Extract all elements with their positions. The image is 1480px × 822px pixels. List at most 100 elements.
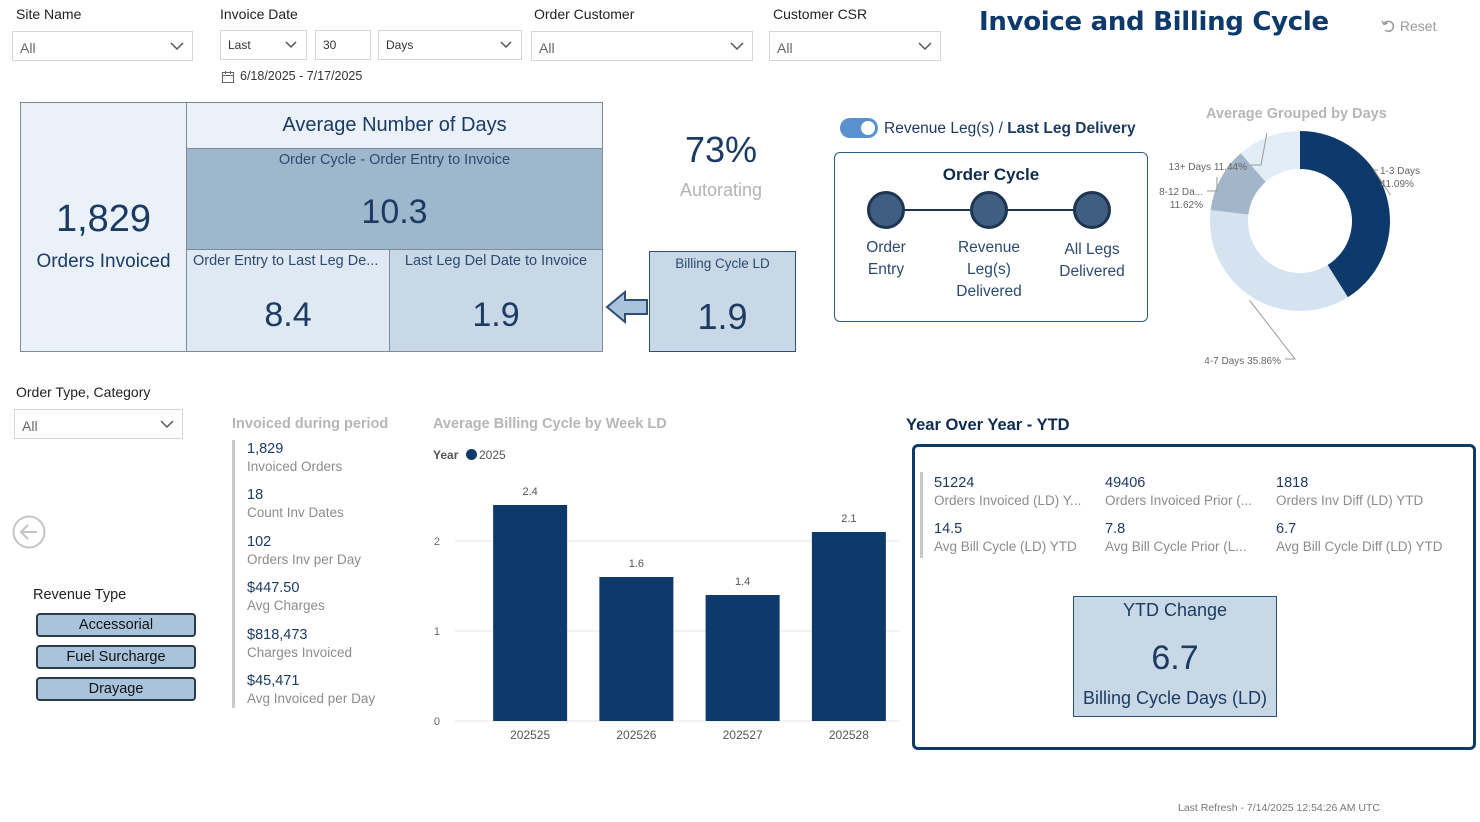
- revenue-leg-toggle[interactable]: [840, 118, 878, 138]
- donut-title: Average Grouped by Days: [1206, 106, 1387, 122]
- customer-csr-label: Customer CSR: [773, 6, 868, 22]
- stat-item: 102 Orders Inv per Day: [247, 534, 427, 580]
- stat-item: $447.50 Avg Charges: [247, 580, 427, 626]
- toggle-label-left: Revenue Leg(s) /: [884, 120, 1003, 137]
- order-type-dropdown[interactable]: All: [14, 409, 183, 439]
- y-tick-label: 2: [434, 536, 440, 548]
- orders-invoiced-value: 1,829: [55, 198, 152, 240]
- toggle-label-right: Last Leg Delivery: [1007, 120, 1136, 137]
- invoiced-period-title: Invoiced during period: [232, 416, 389, 432]
- donut-slice[interactable]: [1300, 131, 1390, 298]
- stat-label: Invoiced Orders: [247, 459, 343, 474]
- stat-value: 49406: [1105, 475, 1146, 491]
- stat-label: Avg Bill Cycle (LD) YTD: [934, 539, 1077, 554]
- bar[interactable]: [493, 505, 568, 721]
- stat-label: Orders Invoiced Prior (...: [1105, 493, 1253, 508]
- donut-leader-line: [1207, 177, 1218, 192]
- bar[interactable]: [599, 577, 674, 721]
- stat-value: $818,473: [247, 626, 308, 643]
- step-circle-order-entry: [867, 191, 905, 229]
- yoy-stat: 51224 Orders Invoiced (LD) Y...: [934, 475, 1081, 508]
- site-name-dropdown[interactable]: All: [12, 31, 193, 61]
- order-type-value: All: [22, 418, 38, 434]
- orders-invoiced-label: Orders Invoiced: [36, 251, 171, 272]
- ytd-change-card: YTD Change 6.7 Billing Cycle Days (LD): [1073, 596, 1277, 717]
- legend-marker: [466, 449, 477, 460]
- drayage-button[interactable]: Drayage: [36, 677, 196, 701]
- last-refresh: Last Refresh - 7/14/2025 12:54:26 AM UTC: [1178, 802, 1380, 814]
- chevron-down-icon: [283, 39, 299, 51]
- reset-label: Reset: [1399, 18, 1437, 34]
- chevron-down-icon: [169, 40, 185, 52]
- invoice-date-unit-dropdown[interactable]: Days: [378, 30, 522, 60]
- last-leg-to-invoice-card: Last Leg Del Date to Invoice 1.9: [389, 249, 603, 352]
- x-tick-label: 202527: [723, 728, 763, 742]
- bar-data-label: 1.6: [629, 558, 644, 570]
- bar[interactable]: [705, 595, 780, 721]
- invoice-date-label: Invoice Date: [220, 6, 298, 22]
- stat-item: 1,829 Invoiced Orders: [247, 441, 427, 487]
- stat-label: Avg Bill Cycle Diff (LD) YTD: [1276, 539, 1443, 554]
- bar[interactable]: [811, 532, 886, 721]
- step-circle-all-legs: [1073, 191, 1111, 229]
- bar-data-label: 1.4: [735, 576, 750, 588]
- order-cycle-steps-title: Order Cycle: [942, 165, 1040, 184]
- y-tick-label: 0: [434, 716, 440, 728]
- donut-slice[interactable]: [1210, 210, 1348, 311]
- ytd-label: Billing Cycle Days (LD): [1082, 688, 1268, 708]
- avg-days-header: Average Number of Days: [186, 102, 603, 149]
- stat-label: Avg Charges: [247, 598, 325, 614]
- order-cycle-steps-card: Order Cycle Order Entry Revenue Leg(s) D…: [834, 152, 1148, 322]
- page-title: Invoice and Billing Cycle: [979, 7, 1329, 37]
- invoice-date-count-input[interactable]: 30: [315, 30, 371, 60]
- customer-csr-value: All: [777, 40, 793, 56]
- stat-value: 1,829: [247, 441, 284, 457]
- donut-slice[interactable]: [1210, 153, 1266, 215]
- ytd-value: 6.7: [1151, 639, 1199, 677]
- toggle-knob: [861, 121, 875, 135]
- stat-value: 51224: [934, 475, 975, 491]
- chevron-down-icon: [917, 40, 933, 52]
- order-cycle-value: 10.3: [361, 193, 428, 231]
- order-customer-label: Order Customer: [534, 6, 635, 22]
- stat-item: 18 Count Inv Dates: [247, 487, 427, 533]
- stat-label: Orders Inv Diff (LD) YTD: [1276, 493, 1424, 508]
- invoice-date-unit-value: Days: [386, 38, 414, 52]
- revenue-type-label: Revenue Type: [33, 587, 127, 603]
- accessorial-button[interactable]: Accessorial: [36, 613, 196, 637]
- stat-value: 1818: [1276, 475, 1309, 491]
- stat-value: 14.5: [934, 521, 963, 537]
- yoy-divider: [920, 472, 923, 558]
- billing-cycle-value: 1.9: [697, 296, 748, 337]
- donut-label: 13+ Days 11.44%: [1169, 162, 1248, 173]
- fuel-surcharge-button[interactable]: Fuel Surcharge: [36, 645, 196, 669]
- chevron-down-icon: [159, 418, 175, 430]
- y-tick-label: 1: [434, 626, 440, 638]
- stat-value: 18: [247, 487, 264, 504]
- donut-label: 4-7 Days 35.86%: [1204, 356, 1281, 367]
- donut-slice[interactable]: [1240, 131, 1300, 182]
- invoiced-period-stats: 1,829 Invoiced Orders 18 Count Inv Dates 1…: [247, 441, 427, 719]
- invoice-date-mode-dropdown[interactable]: Last: [220, 30, 307, 60]
- billing-cycle-label: Billing Cycle LD: [675, 256, 770, 271]
- donut-leader-line: [1373, 169, 1391, 196]
- yoy-stat: 49406 Orders Invoiced Prior (...: [1105, 475, 1252, 508]
- site-name-value: All: [20, 40, 36, 56]
- bar-data-label: 2.1: [841, 513, 856, 525]
- order-customer-dropdown[interactable]: All: [531, 31, 753, 61]
- reset-button[interactable]: Reset: [1380, 18, 1436, 34]
- site-name-label: Site Name: [16, 6, 82, 22]
- order-cycle-label: Order Cycle - Order Entry to Invoice: [278, 152, 511, 168]
- entry-to-last-leg-label: Order Entry to Last Leg De...: [193, 253, 379, 269]
- back-arrow-button[interactable]: [12, 515, 46, 549]
- yoy-stat: 6.7 Avg Bill Cycle Diff (LD) YTD: [1276, 521, 1443, 554]
- ytd-title: YTD Change: [1122, 600, 1228, 620]
- bar-chart-title: Average Billing Cycle by Week LD: [433, 416, 667, 432]
- invoice-date-mode-value: Last: [228, 38, 251, 52]
- donut-label-pct: 41.09%: [1380, 179, 1414, 190]
- donut-label-pct: 11.62%: [1170, 200, 1203, 211]
- reset-icon: [1380, 18, 1396, 34]
- customer-csr-dropdown[interactable]: All: [769, 31, 941, 61]
- stat-value: $447.50: [247, 580, 300, 597]
- autorating-value: 73%: [684, 129, 758, 170]
